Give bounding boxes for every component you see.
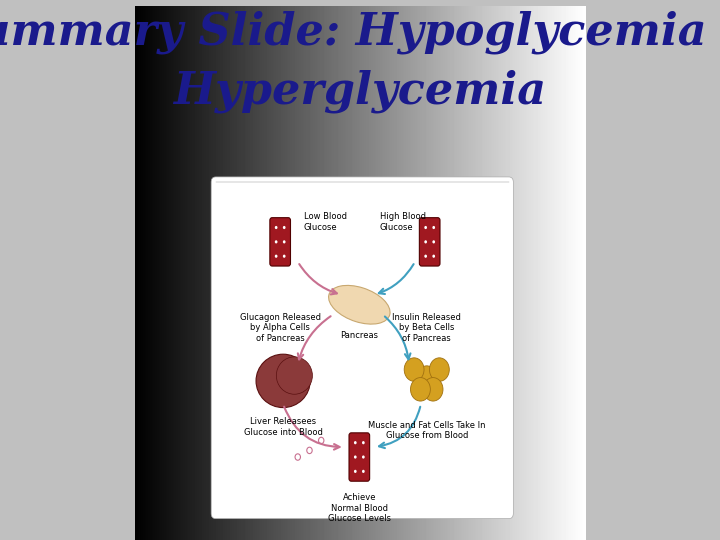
Text: Achieve
Normal Blood
Glucose Levels: Achieve Normal Blood Glucose Levels	[328, 494, 391, 523]
Text: Glucagon Released
by Alpha Cells
of Pancreas: Glucagon Released by Alpha Cells of Panc…	[240, 313, 320, 343]
Circle shape	[283, 226, 286, 229]
Ellipse shape	[328, 286, 390, 324]
Circle shape	[410, 377, 431, 401]
FancyBboxPatch shape	[270, 218, 290, 266]
Circle shape	[432, 226, 435, 229]
Circle shape	[283, 254, 286, 258]
Text: Insulin Released
by Beta Cells
of Pancreas: Insulin Released by Beta Cells of Pancre…	[392, 313, 462, 343]
Text: Pancreas: Pancreas	[341, 331, 378, 340]
FancyBboxPatch shape	[419, 218, 440, 266]
Text: High Blood
Glucose: High Blood Glucose	[380, 212, 426, 232]
Text: Low Blood
Glucose: Low Blood Glucose	[304, 212, 346, 232]
Circle shape	[417, 366, 436, 389]
Circle shape	[362, 470, 365, 473]
Circle shape	[275, 254, 277, 258]
Circle shape	[354, 441, 356, 444]
Text: Liver Releasees
Glucose into Blood: Liver Releasees Glucose into Blood	[243, 417, 323, 437]
Text: Hyperglycemia: Hyperglycemia	[174, 69, 546, 113]
Circle shape	[283, 240, 286, 244]
Circle shape	[424, 254, 427, 258]
Circle shape	[432, 240, 435, 244]
Text: Muscle and Fat Cells Take In
Glucose from Blood: Muscle and Fat Cells Take In Glucose fro…	[368, 421, 485, 440]
Circle shape	[423, 377, 443, 401]
FancyBboxPatch shape	[349, 433, 369, 481]
Circle shape	[424, 226, 427, 229]
Circle shape	[354, 455, 356, 458]
Text: Summary Slide: Hypoglycemia vs: Summary Slide: Hypoglycemia vs	[0, 11, 720, 54]
Circle shape	[404, 358, 424, 381]
Circle shape	[275, 226, 277, 229]
Circle shape	[354, 470, 356, 473]
FancyBboxPatch shape	[211, 177, 513, 518]
Ellipse shape	[276, 357, 312, 394]
Circle shape	[362, 441, 365, 444]
Ellipse shape	[256, 354, 310, 408]
Circle shape	[424, 240, 427, 244]
Circle shape	[432, 254, 435, 258]
Circle shape	[362, 455, 365, 458]
Circle shape	[429, 358, 449, 381]
Circle shape	[275, 240, 277, 244]
